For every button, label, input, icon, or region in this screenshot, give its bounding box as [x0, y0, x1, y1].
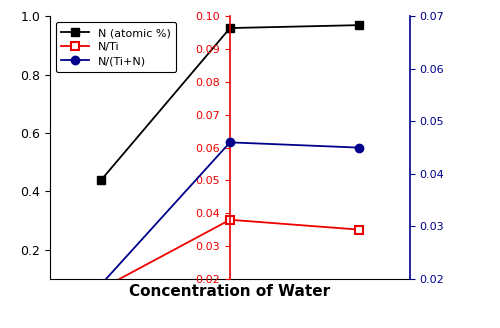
N/Ti: [227, 218, 233, 222]
N/Ti: [356, 228, 362, 232]
N/Ti: [98, 287, 104, 291]
N (atomic %): [227, 26, 233, 30]
N/(Ti+N): [98, 282, 104, 286]
N (atomic %): [356, 23, 362, 27]
Legend: N (atomic %), N/Ti, N/(Ti+N): N (atomic %), N/Ti, N/(Ti+N): [56, 22, 176, 72]
N/(Ti+N): [227, 140, 233, 144]
Line: N/(Ti+N): N/(Ti+N): [98, 138, 362, 288]
X-axis label: Concentration of Water: Concentration of Water: [130, 284, 330, 299]
N (atomic %): [98, 178, 104, 182]
Line: N/Ti: N/Ti: [98, 215, 362, 293]
Line: N (atomic %): N (atomic %): [98, 21, 362, 184]
N/(Ti+N): [356, 146, 362, 150]
